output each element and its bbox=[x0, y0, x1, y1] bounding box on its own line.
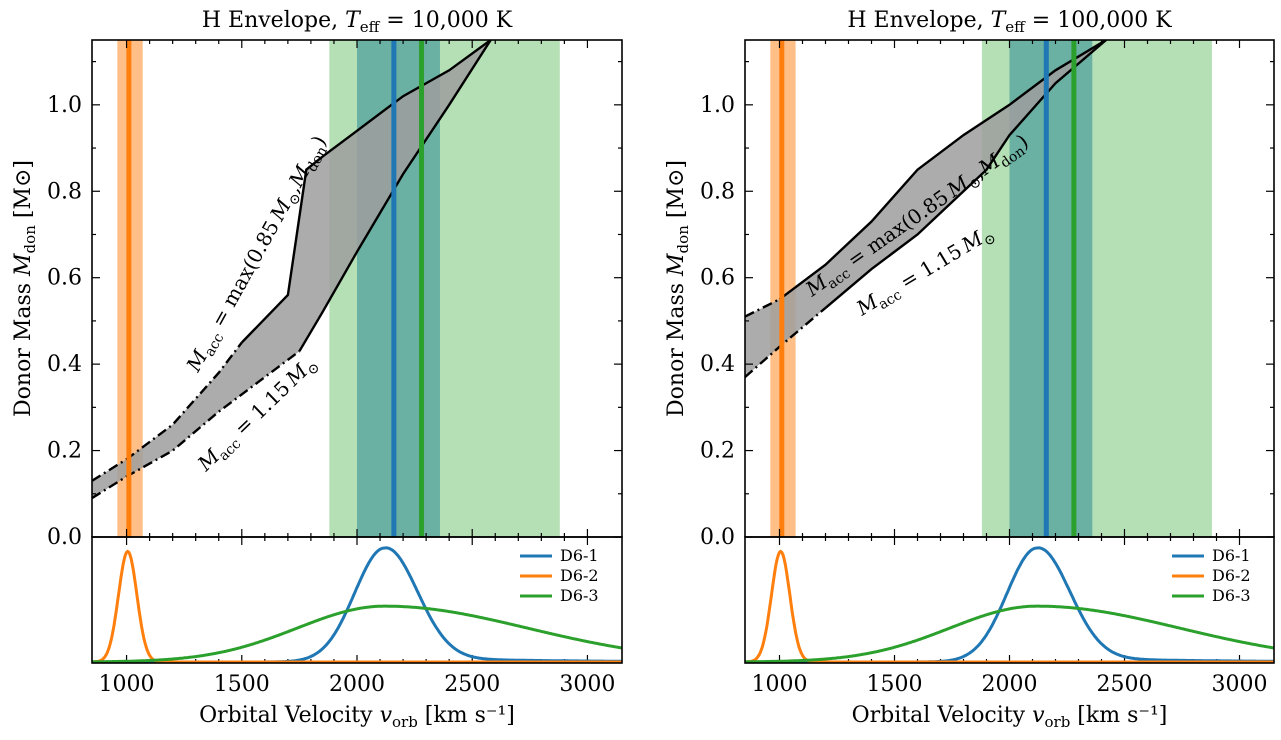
x-tick-label: 3000 bbox=[559, 672, 615, 697]
y-tick-label: 0.6 bbox=[700, 266, 735, 291]
pdf-axes-frame bbox=[91, 536, 623, 664]
y-tick-label: 0.2 bbox=[47, 439, 82, 464]
y-tick-label: 0.8 bbox=[47, 179, 82, 204]
x-tick-label: 1000 bbox=[752, 672, 808, 697]
legend-label-d6-3: D6-3 bbox=[1212, 586, 1251, 605]
upper-curve-solid bbox=[240, 40, 492, 344]
main-plot-area bbox=[745, 40, 1212, 537]
upper-curve-dashed bbox=[92, 341, 243, 482]
lower-curve-solid bbox=[298, 40, 492, 352]
x-tick-label: 2000 bbox=[982, 672, 1038, 697]
y-tick-label: 0.0 bbox=[47, 525, 82, 550]
band-d6-1 bbox=[1009, 40, 1093, 537]
legend-label-d6-2: D6-2 bbox=[560, 566, 599, 585]
pdf-axes-frame bbox=[744, 536, 1275, 664]
x-axis-label: Orbital Velocity vorb [km s⁻¹] bbox=[852, 703, 1168, 731]
x-tick-label: 1000 bbox=[99, 672, 155, 697]
y-tick-label: 0.0 bbox=[700, 525, 735, 550]
y-tick-label: 0.4 bbox=[47, 352, 82, 377]
pdf-plot-area bbox=[745, 546, 1274, 663]
pdf-plot-area bbox=[92, 546, 622, 663]
y-tick-label: 0.6 bbox=[47, 266, 82, 291]
allowed-region bbox=[92, 40, 491, 499]
pdf-line-d6-1 bbox=[92, 546, 622, 663]
y-tick-label: 1.0 bbox=[47, 93, 82, 118]
y-tick-label: 0.2 bbox=[700, 439, 735, 464]
y-tick-label: 0.4 bbox=[700, 352, 735, 377]
legend-label-d6-3: D6-3 bbox=[560, 586, 599, 605]
pdf-line-d6-3 bbox=[745, 604, 1274, 663]
x-tick-label: 1500 bbox=[867, 672, 923, 697]
pdf-line-d6-1 bbox=[745, 546, 1274, 663]
legend-label-d6-1: D6-1 bbox=[560, 546, 599, 565]
y-tick-label: 1.0 bbox=[700, 93, 735, 118]
chart-title: H Envelope, Teff = 100,000 K bbox=[847, 8, 1172, 36]
x-axis-label: Orbital Velocity vorb [km s⁻¹] bbox=[199, 703, 515, 731]
main-plot-area bbox=[92, 40, 560, 537]
pdf-line-d6-3 bbox=[92, 604, 622, 663]
pdf-line-d6-2 bbox=[745, 549, 1274, 663]
x-tick-label: 2000 bbox=[329, 672, 385, 697]
allowed-region bbox=[745, 40, 1107, 378]
legend-label-d6-1: D6-1 bbox=[1212, 546, 1251, 565]
x-tick-label: 1500 bbox=[214, 672, 270, 697]
y-tick-label: 0.8 bbox=[700, 179, 735, 204]
upper-curve-dashed bbox=[745, 298, 781, 318]
y-axis-label: Donor Mass Mdon [M⊙] bbox=[664, 160, 692, 417]
legend-label-d6-2: D6-2 bbox=[1212, 566, 1251, 585]
x-tick-label: 2500 bbox=[1097, 672, 1153, 697]
chart-title: H Envelope, Teff = 10,000 K bbox=[202, 8, 513, 36]
chart-panel-2: Macc = max(0.85M⊙,Mdon)Macc = 1.15M⊙0.00… bbox=[664, 8, 1275, 731]
lower-curve-dashed bbox=[92, 350, 301, 500]
x-tick-label: 2500 bbox=[444, 672, 500, 697]
pdf-line-d6-2 bbox=[92, 549, 622, 663]
x-tick-label: 3000 bbox=[1212, 672, 1268, 697]
y-axis-label: Donor Mass Mdon [M⊙] bbox=[11, 160, 39, 417]
chart-panel-1: Macc = max(0.85M⊙,Mdon)Macc = 1.15M⊙0.00… bbox=[11, 8, 623, 731]
